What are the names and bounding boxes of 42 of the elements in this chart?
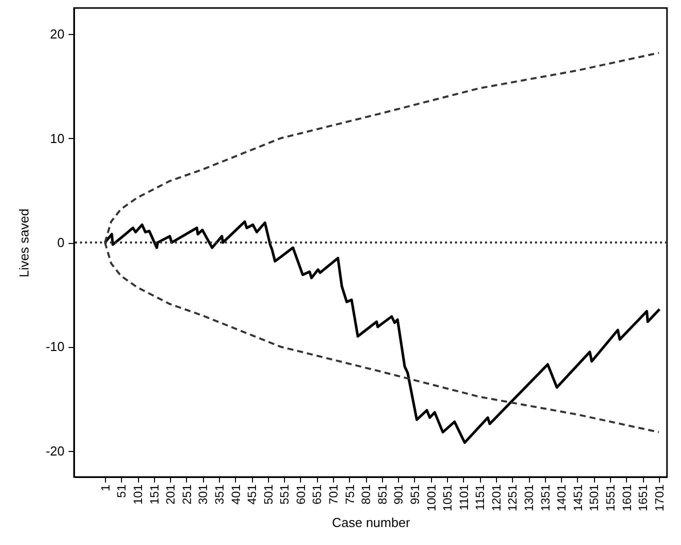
x-axis-title: Case number	[332, 515, 411, 530]
x-tick-label: 1651	[636, 484, 650, 512]
y-tick-label: 0	[57, 235, 64, 250]
x-tick-label: 901	[392, 484, 406, 505]
x-tick-label: 1201	[489, 484, 504, 512]
x-tick-label: 1451	[570, 484, 585, 512]
x-tick-label: 951	[408, 484, 422, 505]
x-tick-label: 651	[310, 484, 324, 505]
x-tick-label: 251	[180, 484, 194, 505]
x-tick-label: 101	[131, 484, 146, 505]
x-tick-label: 1001	[424, 484, 438, 512]
x-tick-label: 1301	[522, 484, 536, 512]
x-tick-label: 201	[164, 484, 178, 505]
x-tick-label: 351	[212, 484, 226, 505]
x-tick-label: 1551	[603, 484, 618, 512]
y-axis-title: Lives saved	[16, 208, 32, 278]
x-tick-label: 1051	[440, 484, 455, 512]
y-tick-label: -20	[46, 443, 64, 458]
x-tick-label: 1601	[620, 484, 634, 512]
x-tick-label: 551	[278, 484, 292, 505]
y-tick-label: 20	[50, 26, 64, 42]
y-tick-label: -10	[46, 339, 64, 354]
x-tick-label: 1401	[554, 484, 569, 512]
x-tick-label: 851	[375, 484, 390, 505]
x-tick-label: 601	[294, 484, 308, 505]
x-tick-label: 301	[196, 484, 210, 505]
x-tick-label: 751	[342, 484, 357, 505]
x-tick-label: 151	[147, 484, 162, 505]
x-tick-label: 1501	[587, 484, 602, 512]
x-tick-label: 401	[228, 484, 243, 505]
x-tick-label: 1	[98, 484, 112, 492]
x-tick-label: 1251	[506, 484, 520, 512]
x-tick-label: 701	[326, 484, 341, 505]
y-tick-label: 10	[50, 130, 64, 146]
x-tick-label: 1701	[652, 484, 666, 512]
x-tick-label: 1101	[456, 484, 471, 510]
x-tick-label: 1351	[538, 484, 552, 512]
x-tick-label: 501	[261, 484, 276, 505]
x-tick-label: 801	[359, 484, 374, 505]
x-tick-label: 51	[114, 484, 129, 498]
x-tick-label: 1151	[473, 484, 488, 510]
x-tick-label: 451	[245, 484, 260, 505]
